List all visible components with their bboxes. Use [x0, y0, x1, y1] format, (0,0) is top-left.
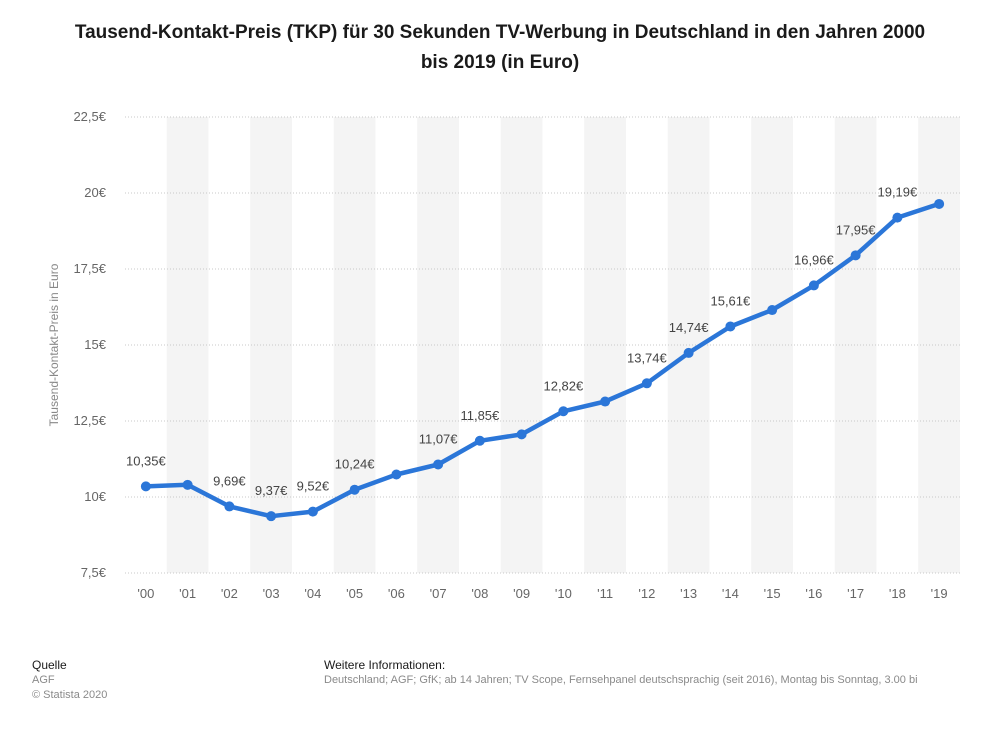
- data-label: 15,61€: [710, 293, 751, 308]
- chart-title: Tausend-Kontakt-Preis (TKP) für 30 Sekun…: [74, 22, 926, 73]
- data-point: [600, 396, 611, 407]
- data-label: 11,85€: [460, 408, 500, 423]
- x-tick-label: '02: [221, 586, 238, 601]
- background-band: [751, 117, 793, 573]
- data-label: 9,52€: [297, 479, 330, 494]
- data-point: [934, 198, 945, 209]
- data-point: [224, 501, 235, 512]
- y-tick-label: 12,5€: [73, 413, 106, 428]
- data-point: [892, 212, 903, 223]
- x-tick-label: '17: [847, 586, 864, 601]
- data-point: [140, 481, 151, 492]
- x-tick-label: '16: [805, 586, 822, 601]
- data-point: [474, 435, 485, 446]
- y-tick-label: 20€: [84, 185, 106, 200]
- x-tick-label: '11: [597, 586, 613, 601]
- x-tick-label: '03: [263, 586, 280, 601]
- info-label: Weitere Informationen:: [324, 658, 446, 672]
- data-label: 14,74€: [669, 320, 710, 335]
- y-tick-label: 17,5€: [73, 261, 106, 276]
- x-tick-label: '05: [346, 586, 363, 601]
- x-tick-label: '01: [179, 586, 196, 601]
- x-tick-label: '14: [722, 586, 739, 601]
- x-tick-label: '06: [388, 586, 405, 601]
- y-tick-label: 15€: [84, 337, 106, 352]
- data-label: 9,69€: [213, 473, 246, 488]
- data-label: 13,74€: [627, 350, 668, 365]
- data-label: 12,82€: [543, 378, 584, 393]
- y-axis-label: Tausend-Kontakt-Preis in Euro: [47, 263, 61, 426]
- data-point: [349, 484, 360, 495]
- data-point: [683, 347, 694, 358]
- info-text: Deutschland; AGF; GfK; ab 14 Jahren; TV …: [324, 674, 918, 686]
- x-tick-label: '10: [555, 586, 572, 601]
- background-band: [250, 117, 292, 573]
- data-label: 9,37€: [255, 483, 288, 498]
- data-label: 16,96€: [794, 252, 835, 267]
- data-label: 17,95€: [836, 222, 877, 237]
- copyright: © Statista 2020: [32, 689, 108, 701]
- data-label: 10,24€: [335, 457, 376, 472]
- x-tick-label: '08: [471, 586, 488, 601]
- data-point: [433, 459, 444, 470]
- data-point: [850, 250, 861, 261]
- x-tick-label: '18: [889, 586, 906, 601]
- x-tick-label: '04: [304, 586, 321, 601]
- x-tick-label: '12: [638, 586, 655, 601]
- background-band: [834, 117, 877, 573]
- x-tick-label: '00: [137, 586, 154, 601]
- data-point: [182, 479, 193, 490]
- data-point: [391, 469, 402, 480]
- x-tick-label: '07: [430, 586, 447, 601]
- data-label: 19,19€: [877, 185, 918, 200]
- data-point: [558, 406, 569, 417]
- data-point: [767, 305, 778, 316]
- source-block: Quelle AGF © Statista 2020: [32, 658, 107, 703]
- x-tick-label: '19: [931, 586, 948, 601]
- data-point: [307, 506, 318, 517]
- data-point: [266, 511, 277, 522]
- data-point: [516, 429, 527, 440]
- y-tick-label: 7,5€: [81, 565, 107, 580]
- data-label: 10,35€: [126, 453, 167, 468]
- data-point: [808, 280, 819, 291]
- source-value: AGF: [32, 674, 55, 686]
- x-tick-label: '09: [513, 586, 530, 601]
- data-label: 11,07€: [419, 431, 459, 446]
- y-tick-label: 22,5€: [73, 109, 106, 124]
- x-tick-label: '15: [764, 586, 781, 601]
- data-point: [725, 321, 736, 332]
- background-band: [333, 117, 376, 573]
- y-tick-label: 10€: [84, 489, 106, 504]
- info-block: Weitere Informationen: Deutschland; AGF;…: [324, 658, 1000, 688]
- source-label: Quelle: [32, 658, 67, 672]
- data-point: [641, 378, 652, 389]
- series-line: [143, 201, 942, 519]
- x-tick-label: '13: [680, 586, 697, 601]
